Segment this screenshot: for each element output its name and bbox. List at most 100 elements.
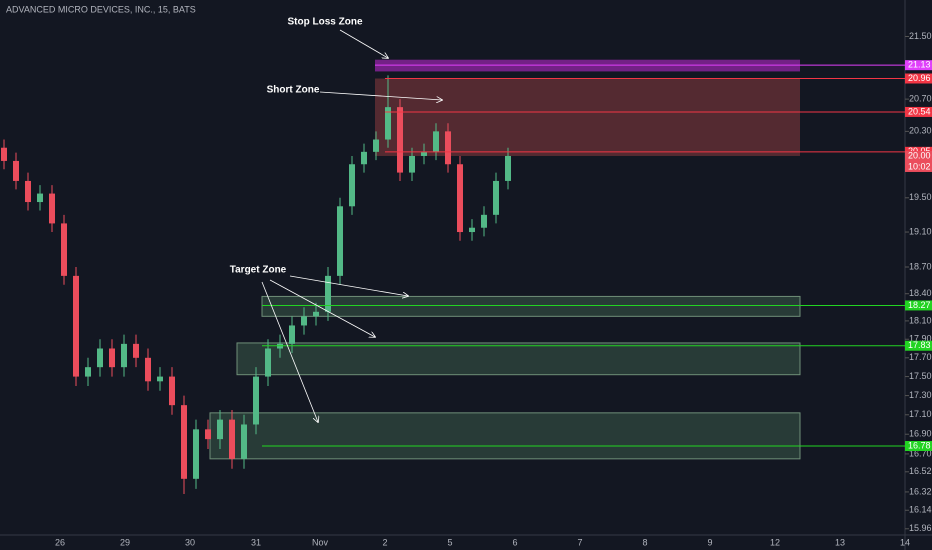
candle-body [13,160,19,181]
price-tag-label: 20.54 [908,106,931,116]
candle-body [229,419,235,459]
y-tick-label: 20.70 [909,94,932,104]
x-tick-label: 14 [900,537,910,547]
candle-body [37,193,43,203]
candle-body [85,367,91,377]
candle-body [1,147,7,161]
y-tick-label: 16.90 [909,429,932,439]
y-tick-label: 15.96 [909,523,932,533]
y-tick-label: 17.70 [909,352,932,362]
x-tick-label: 9 [707,537,712,547]
price-tag-label: 21.13 [908,60,931,70]
y-tick-label: 16.52 [909,466,932,476]
candle-body [289,325,295,344]
x-tick-label: 12 [770,537,780,547]
candle-body [241,424,247,459]
annotation-arrow [289,275,408,296]
candle-body [361,151,367,165]
price-tag-label: 18.27 [908,300,931,310]
candle-body [445,131,451,165]
candle-body [265,348,271,377]
candle-body [349,164,355,207]
y-tick-label: 18.10 [909,315,932,325]
price-tag-label: 17.83 [908,340,931,350]
candle-body [217,419,223,440]
annotation: Stop Loss Zone [288,17,363,28]
x-tick-label: 2 [382,537,387,547]
annotation-arrow [339,29,388,58]
annotation: Short Zone [267,85,320,96]
candle-body [73,275,79,377]
candle-body [121,343,127,368]
x-tick-label: 13 [835,537,845,547]
candle-body [181,405,187,479]
y-tick-label: 16.14 [909,505,932,515]
candle-body [25,180,31,203]
candle-body [301,316,307,326]
candle-body [409,155,415,173]
y-tick-label: 16.32 [909,486,932,496]
annotation-arrow [261,281,318,422]
candle-body [169,376,175,406]
price-tag [905,73,932,84]
y-tick-label: 17.10 [909,409,932,419]
candle-body [61,223,67,276]
candle-body [373,139,379,152]
last-price-label: 20.00 [908,150,931,160]
y-tick-label: 18.70 [909,261,932,271]
candle-body [97,348,103,368]
zone [236,342,801,376]
candle-body [457,164,463,233]
y-tick-label: 18.40 [909,288,932,298]
price-tag-label: 16.78 [908,440,931,450]
y-tick-label: 17.90 [909,334,932,344]
candle-body [313,311,319,317]
price-tag [905,440,932,451]
x-tick-label: 8 [642,537,647,547]
x-tick-label: 6 [512,537,517,547]
y-tick-label: 17.50 [909,371,932,381]
candle-body [469,227,475,233]
price-tag [905,300,932,311]
price-tag [905,106,932,117]
x-tick-label: 26 [55,537,65,547]
y-tick-label: 20.30 [909,126,932,136]
y-tick-label: 17.30 [909,390,932,400]
candle-body [157,376,163,382]
y-tick-label: 21.50 [909,31,932,41]
candle-body [397,107,403,173]
candle-body [253,376,259,425]
x-tick-label: 29 [120,537,130,547]
annotation-arrow [319,91,442,100]
candle-body [433,131,439,152]
x-tick-label: 30 [185,537,195,547]
candle-body [493,180,499,215]
candle-body [205,429,211,440]
candle-body [193,429,199,479]
zone [261,295,801,317]
candle-body [145,357,151,382]
annotation-arrow [269,279,375,337]
y-tick-label: 19.50 [909,192,932,202]
y-tick-label: 16.70 [909,448,932,458]
candle-body [481,214,487,228]
x-tick-label: 5 [447,537,452,547]
candle-body [337,206,343,276]
price-tag [905,340,932,351]
y-tick-label: 19.10 [909,226,932,236]
last-price-tag [905,150,932,172]
candle-body [421,151,427,156]
chart-title: ADVANCED MICRO DEVICES, INC., 15, BATS [6,4,196,14]
candle-body [133,343,139,358]
x-tick-label: 7 [577,537,582,547]
x-tick-label: 31 [251,537,261,547]
price-tag [905,60,932,71]
candle-body [109,348,115,368]
countdown-label: 10:02 [908,161,931,171]
candle-body [325,275,331,312]
candle-body [49,193,55,224]
x-tick-label: Nov [312,537,329,547]
price-tag-label: 20.96 [908,73,931,83]
annotation: Target Zone [230,265,287,276]
